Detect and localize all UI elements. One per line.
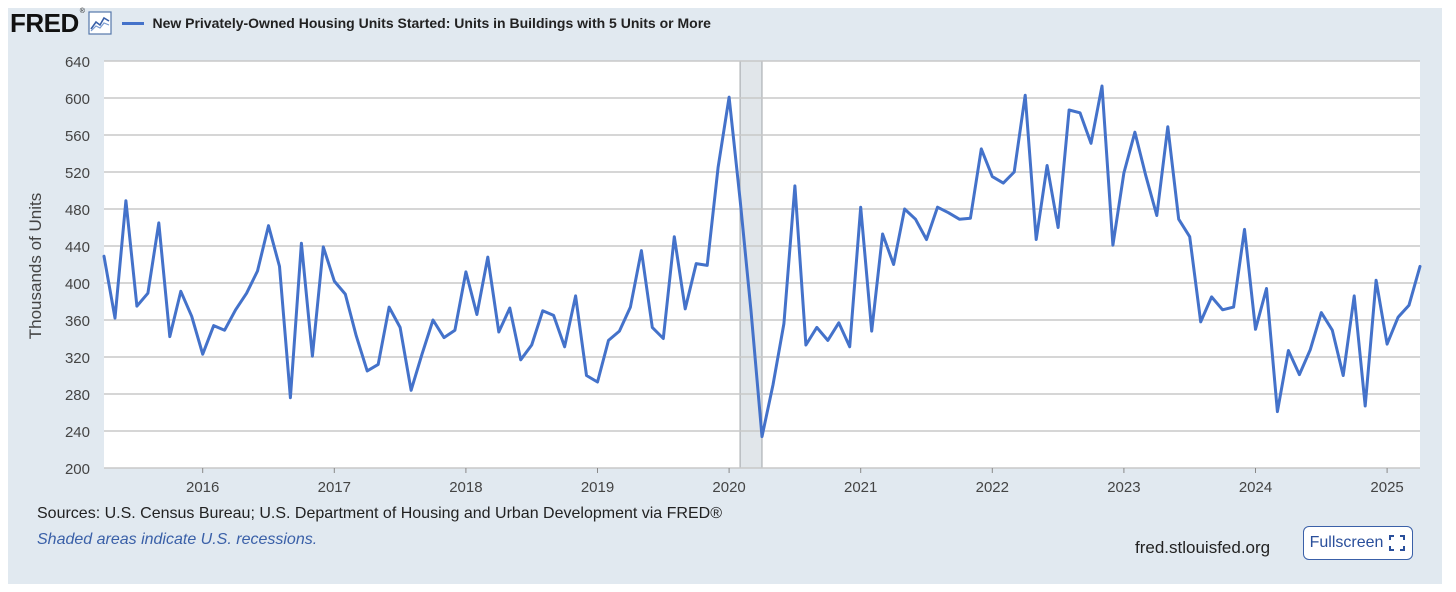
y-tick-label: 320 bbox=[65, 350, 90, 367]
series-line bbox=[102, 84, 1422, 439]
fred-logo[interactable]: FRED® bbox=[10, 7, 85, 38]
chart-header: FRED® New Privately-Owned Housing Units … bbox=[10, 8, 711, 38]
recession-note: Shaded areas indicate U.S. recessions. bbox=[37, 531, 318, 548]
site-link[interactable]: fred.stlouisfed.org bbox=[1135, 538, 1271, 557]
legend-line-swatch bbox=[122, 21, 145, 25]
fullscreen-icon bbox=[1389, 535, 1406, 551]
y-tick-label: 640 bbox=[65, 54, 90, 71]
y-tick-label: 360 bbox=[65, 313, 90, 330]
x-tick-label: 2018 bbox=[449, 479, 482, 496]
graph-icon[interactable] bbox=[88, 11, 113, 35]
y-tick-label: 520 bbox=[65, 165, 90, 182]
x-tick-label: 2024 bbox=[1239, 479, 1272, 496]
x-tick-label: 2019 bbox=[581, 479, 614, 496]
x-tick-label: 2016 bbox=[186, 479, 219, 496]
y-axis-label: Thousands of Units bbox=[26, 193, 45, 339]
y-tick-label: 200 bbox=[65, 461, 90, 478]
line-chart: 200 240 280 320 360 400 440 480 520 560 600 640 201… bbox=[26, 54, 1422, 496]
x-tick-label: 2020 bbox=[712, 479, 745, 496]
fullscreen-button[interactable]: Fullscreen bbox=[1303, 526, 1413, 560]
x-tick-label: 2021 bbox=[844, 479, 877, 496]
sources-text: Sources: U.S. Census Bureau; U.S. Depart… bbox=[37, 505, 722, 522]
y-tick-label: 240 bbox=[65, 424, 90, 441]
x-tick-label: 2022 bbox=[976, 479, 1009, 496]
x-tick-label: 2025 bbox=[1370, 479, 1403, 496]
y-tick-label: 400 bbox=[65, 276, 90, 293]
y-tick-label: 560 bbox=[65, 128, 90, 145]
y-tick-label: 480 bbox=[65, 202, 90, 219]
y-tick-label: 600 bbox=[65, 91, 90, 108]
series-title: New Privately-Owned Housing Units Starte… bbox=[152, 15, 711, 31]
y-tick-label: 440 bbox=[65, 239, 90, 256]
y-tick-label: 280 bbox=[65, 387, 90, 404]
x-tick-label: 2017 bbox=[318, 479, 351, 496]
fullscreen-label: Fullscreen bbox=[1309, 534, 1384, 551]
x-tick-label: 2023 bbox=[1107, 479, 1140, 496]
